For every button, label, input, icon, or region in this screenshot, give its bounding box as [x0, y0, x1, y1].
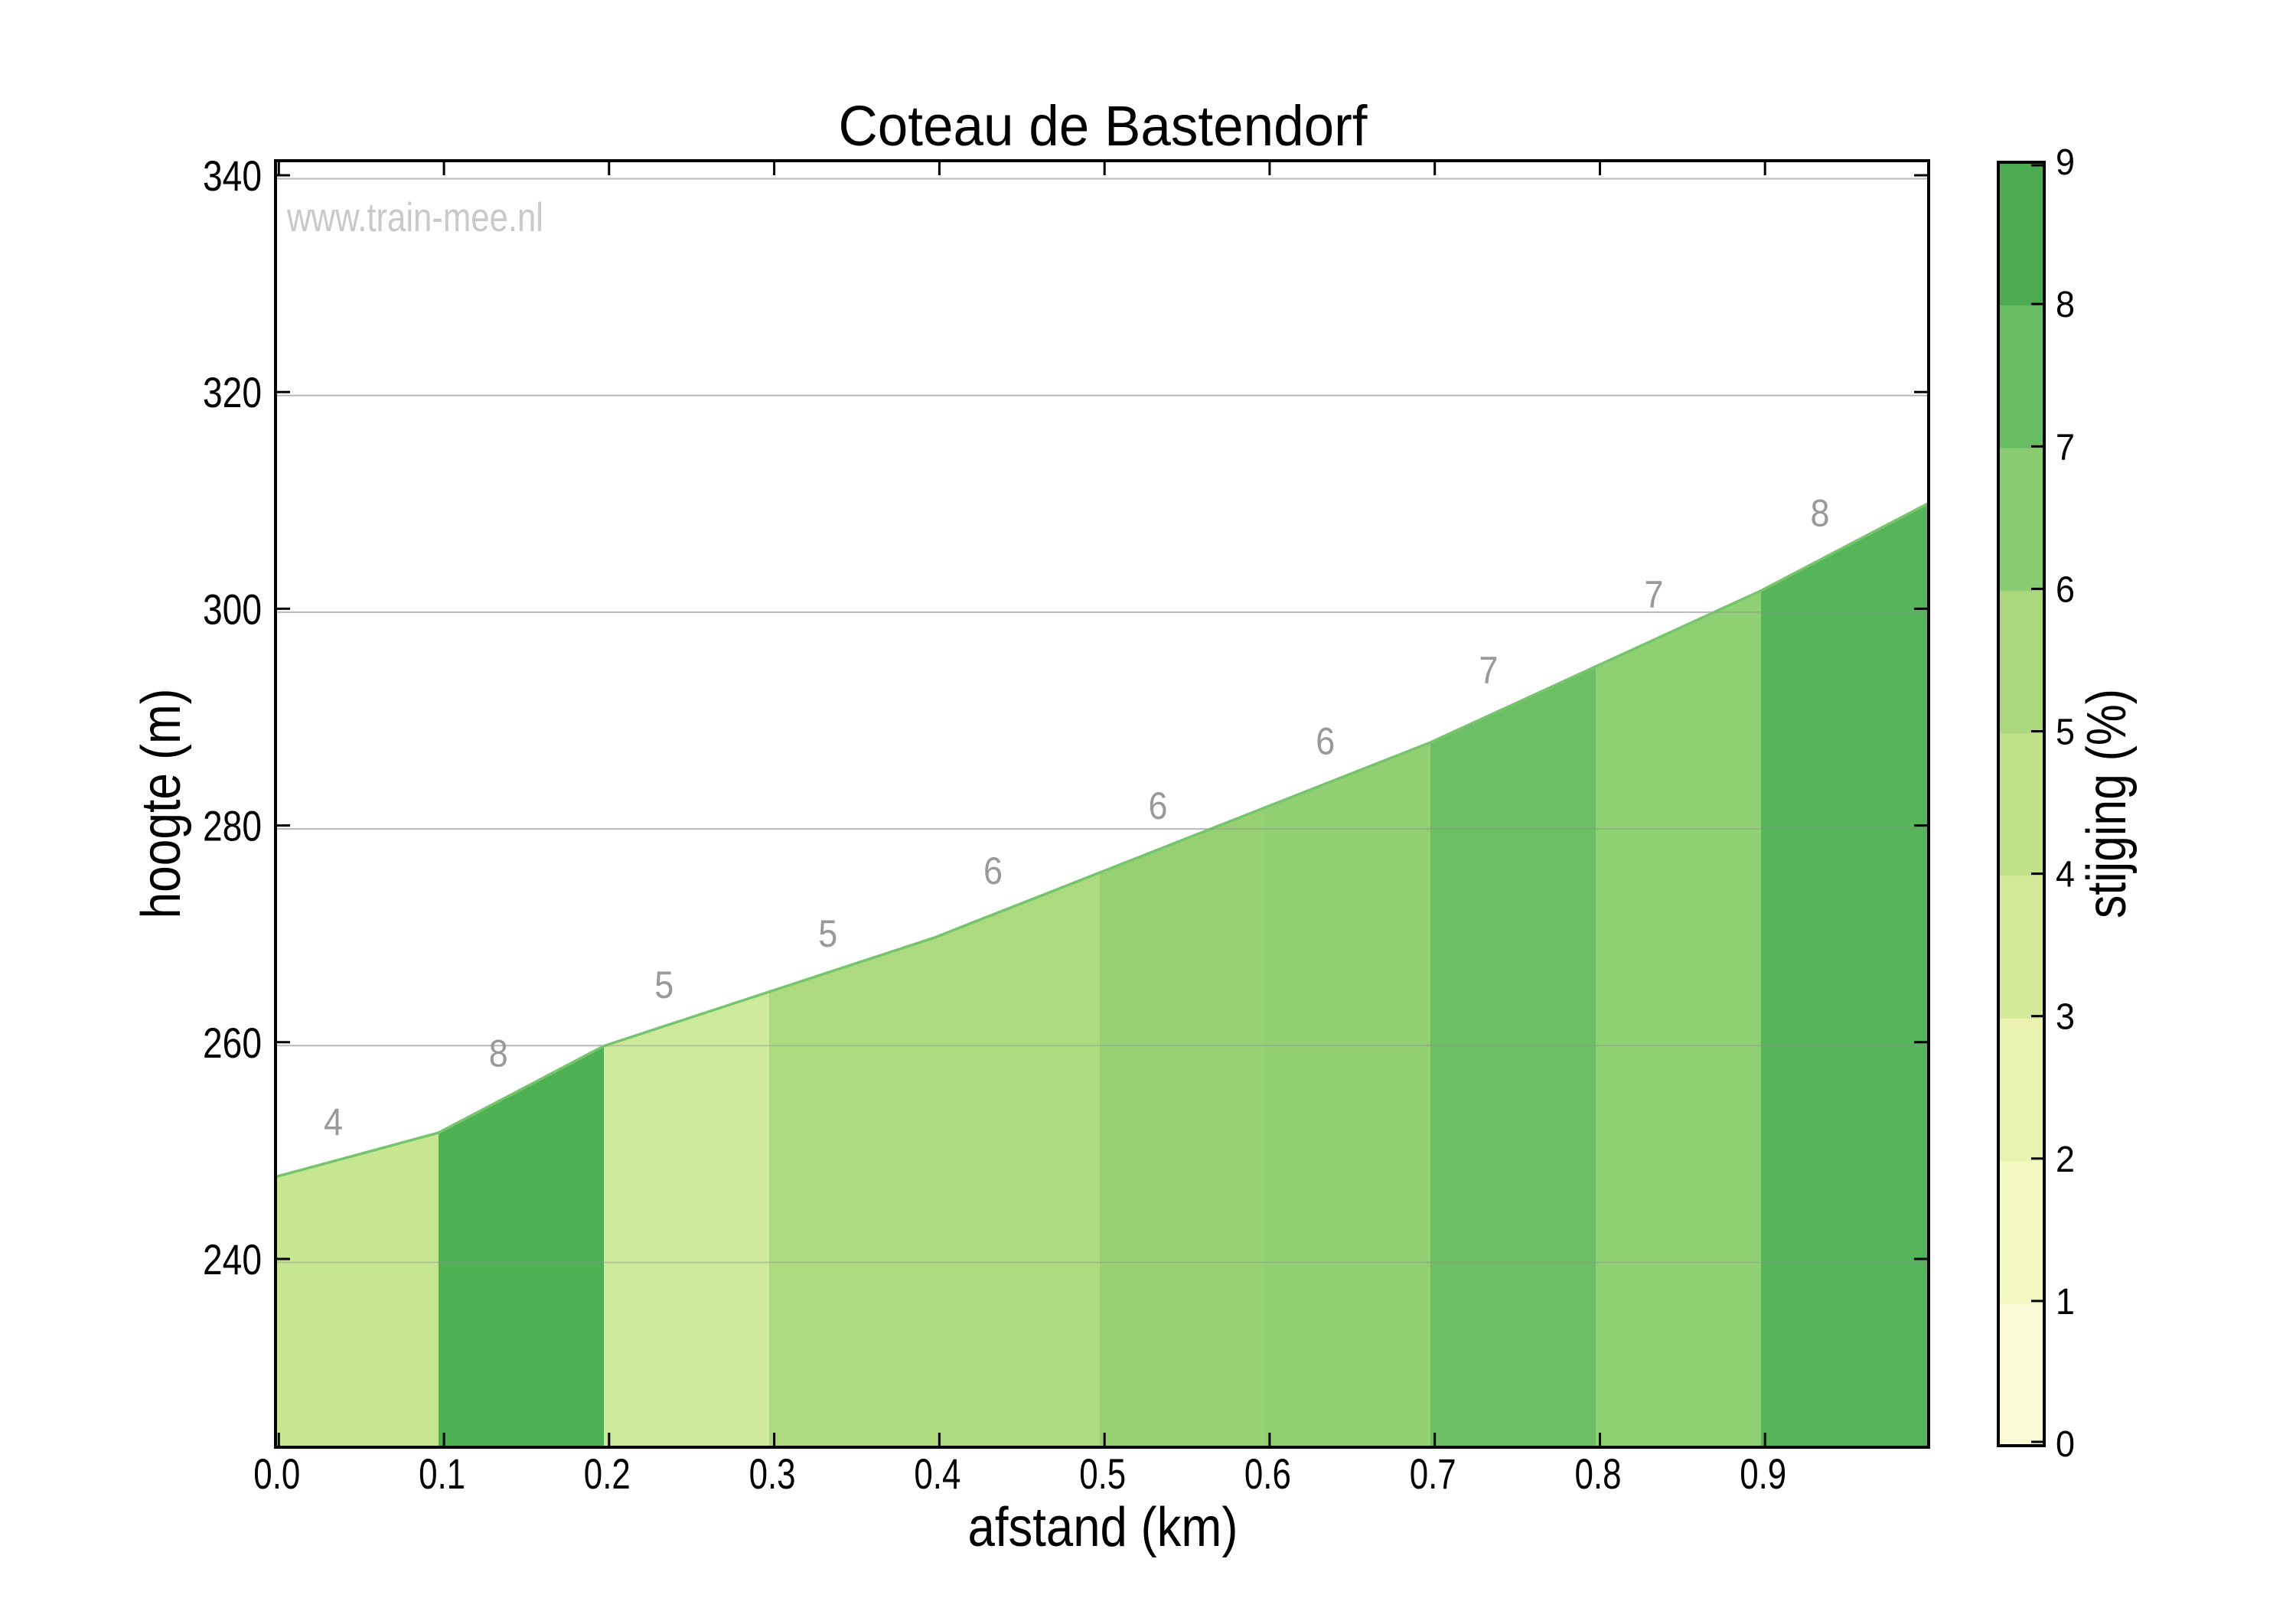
svg-text:260: 260 [203, 1019, 262, 1067]
svg-text:8: 8 [2056, 285, 2075, 325]
svg-text:0: 0 [2056, 1424, 2075, 1465]
svg-text:stijging (%): stijging (%) [2076, 689, 2138, 918]
svg-text:4: 4 [2056, 855, 2075, 895]
svg-text:0.7: 0.7 [1410, 1450, 1456, 1498]
svg-text:0.4: 0.4 [914, 1450, 960, 1498]
svg-text:3: 3 [2056, 997, 2075, 1038]
svg-text:6: 6 [1316, 720, 1335, 763]
svg-text:6: 6 [2056, 569, 2075, 610]
svg-text:7: 7 [1479, 649, 1499, 692]
svg-text:320: 320 [203, 368, 262, 416]
svg-text:0.3: 0.3 [749, 1450, 796, 1498]
svg-text:7: 7 [2056, 427, 2075, 468]
svg-text:0.8: 0.8 [1575, 1450, 1622, 1498]
svg-text:5: 5 [654, 964, 673, 1006]
svg-text:0.9: 0.9 [1740, 1450, 1786, 1498]
svg-text:7: 7 [1645, 573, 1664, 616]
svg-text:300: 300 [203, 585, 262, 633]
svg-text:0.1: 0.1 [419, 1450, 465, 1498]
svg-text:0.2: 0.2 [584, 1450, 631, 1498]
svg-text:240: 240 [203, 1235, 262, 1283]
svg-text:9: 9 [2056, 142, 2075, 183]
svg-text:8: 8 [1811, 492, 1830, 535]
svg-text:2: 2 [2056, 1140, 2075, 1180]
svg-text:afstand (km): afstand (km) [968, 1497, 1238, 1558]
svg-text:0.0: 0.0 [253, 1450, 300, 1498]
svg-text:0.5: 0.5 [1079, 1450, 1126, 1498]
svg-text:6: 6 [983, 850, 1003, 892]
svg-text:0.6: 0.6 [1244, 1450, 1291, 1498]
svg-text:5: 5 [2056, 713, 2075, 753]
svg-text:www.train-mee.nl: www.train-mee.nl [286, 195, 543, 240]
svg-text:8: 8 [489, 1032, 508, 1075]
svg-text:5: 5 [818, 912, 837, 955]
svg-text:hoogte (m): hoogte (m) [131, 689, 192, 919]
svg-text:340: 340 [203, 152, 262, 200]
svg-text:4: 4 [324, 1101, 343, 1144]
svg-text:Coteau de Bastendorf: Coteau de Bastendorf [839, 94, 1368, 158]
svg-text:1: 1 [2056, 1282, 2075, 1322]
svg-text:280: 280 [203, 802, 262, 850]
svg-text:6: 6 [1149, 784, 1168, 827]
